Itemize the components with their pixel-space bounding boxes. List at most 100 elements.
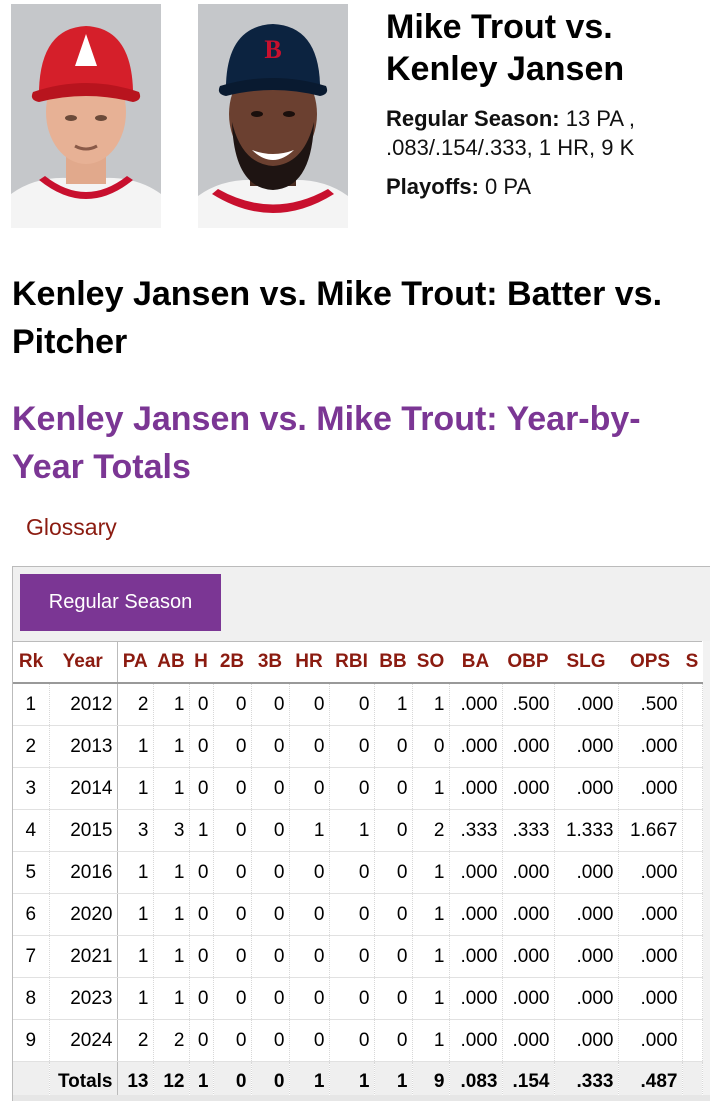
table-cell-2b: 0 (213, 936, 251, 978)
table-cell-so: 1 (412, 852, 449, 894)
column-header-pa[interactable]: PA (117, 642, 153, 684)
table-cell-hr: 0 (289, 1020, 329, 1062)
table-cell-so: 1 (412, 683, 449, 726)
column-header-year[interactable]: Year (49, 642, 117, 684)
table-cell-h: 1 (189, 810, 213, 852)
matchup-summary: Mike Trout vs. Kenley Jansen Regular Sea… (386, 6, 706, 201)
table-cell-rbi: 0 (329, 726, 374, 768)
table-cell-ba: .000 (449, 683, 502, 726)
table-cell-year[interactable]: 2021 (49, 936, 117, 978)
pitcher-headshot-image: B (198, 4, 348, 228)
table-cell-3b: 0 (251, 894, 289, 936)
table-cell-pa: 1 (117, 852, 153, 894)
table-cell-slg: .000 (554, 726, 618, 768)
table-cell-rk: 3 (13, 768, 49, 810)
table-cell-rbi: 0 (329, 683, 374, 726)
table-cell-pa: 2 (117, 1020, 153, 1062)
column-header-hr[interactable]: HR (289, 642, 329, 684)
table-cell-bb: 1 (374, 683, 412, 726)
table-cell-pa: 3 (117, 810, 153, 852)
column-header-2b[interactable]: 2B (213, 642, 251, 684)
table-cell-rk: 8 (13, 978, 49, 1020)
table-cell-pa: 1 (117, 768, 153, 810)
table-cell-hr: 0 (289, 894, 329, 936)
table-cell-obp: .000 (502, 978, 554, 1020)
table-cell-hr: 0 (289, 683, 329, 726)
table-cell-s (682, 768, 702, 810)
table-cell-bb: 0 (374, 726, 412, 768)
table-cell-ops: .000 (618, 726, 682, 768)
table-cell-ab: 1 (153, 978, 189, 1020)
table-cell-obp: .000 (502, 726, 554, 768)
column-header-bb[interactable]: BB (374, 642, 412, 684)
table-cell-year[interactable]: 2012 (49, 683, 117, 726)
table-cell-ab: 3 (153, 810, 189, 852)
table-cell-2b: 0 (213, 768, 251, 810)
column-header-ab[interactable]: AB (153, 642, 189, 684)
table-cell-bb: 0 (374, 810, 412, 852)
table-cell-year[interactable]: 2013 (49, 726, 117, 768)
table-cell-s (682, 936, 702, 978)
column-header-s[interactable]: S (682, 642, 702, 684)
table-cell-obp: .000 (502, 1020, 554, 1062)
table-cell-3b: 0 (251, 726, 289, 768)
column-header-rbi[interactable]: RBI (329, 642, 374, 684)
horizontal-scrollbar[interactable] (13, 1095, 710, 1101)
table-cell-year[interactable]: 2014 (49, 768, 117, 810)
column-header-rk[interactable]: Rk (13, 642, 49, 684)
table-cell-rbi: 0 (329, 978, 374, 1020)
table-cell-rbi: 1 (329, 810, 374, 852)
playoffs-line: Playoffs: 0 PA (386, 172, 706, 201)
table-cell-rk: 7 (13, 936, 49, 978)
table-cell-slg: 1.333 (554, 810, 618, 852)
column-header-h[interactable]: H (189, 642, 213, 684)
table-cell-slg: .000 (554, 936, 618, 978)
column-header-slg[interactable]: SLG (554, 642, 618, 684)
table-cell-so: 1 (412, 1020, 449, 1062)
table-cell-year[interactable]: 2023 (49, 978, 117, 1020)
table-cell-2b: 0 (213, 810, 251, 852)
regular-season-line: Regular Season: 13 PA , .083/.154/.333, … (386, 104, 706, 162)
table-cell-s (682, 810, 702, 852)
table-cell-h: 0 (189, 726, 213, 768)
table-cell-s (682, 894, 702, 936)
table-cell-year[interactable]: 2020 (49, 894, 117, 936)
table-cell-3b: 0 (251, 810, 289, 852)
column-header-ba[interactable]: BA (449, 642, 502, 684)
playoffs-value: 0 PA (479, 174, 531, 199)
table-cell-hr: 0 (289, 936, 329, 978)
table-cell-rbi: 0 (329, 936, 374, 978)
table-cell-2b: 0 (213, 894, 251, 936)
table-cell-year[interactable]: 2015 (49, 810, 117, 852)
table-cell-so: 1 (412, 768, 449, 810)
table-cell-ab: 1 (153, 768, 189, 810)
table-cell-rk: 1 (13, 683, 49, 726)
column-header-3b[interactable]: 3B (251, 642, 289, 684)
glossary-link[interactable]: Glossary (26, 514, 117, 541)
column-header-so[interactable]: SO (412, 642, 449, 684)
column-header-obp[interactable]: OBP (502, 642, 554, 684)
table-cell-ops: .000 (618, 1020, 682, 1062)
table-cell-rbi: 0 (329, 894, 374, 936)
table-cell-rk: 2 (13, 726, 49, 768)
table-cell-s (682, 726, 702, 768)
table-cell-2b: 0 (213, 726, 251, 768)
table-cell-so: 1 (412, 894, 449, 936)
svg-text:A: A (77, 44, 95, 70)
table-cell-h: 0 (189, 894, 213, 936)
tab-regular-season[interactable]: Regular Season (20, 574, 221, 631)
table-cell-so: 2 (412, 810, 449, 852)
table-cell-ba: .000 (449, 936, 502, 978)
table-cell-year[interactable]: 2016 (49, 852, 117, 894)
column-header-ops[interactable]: OPS (618, 642, 682, 684)
table-cell-ba: .000 (449, 1020, 502, 1062)
table-cell-rk: 4 (13, 810, 49, 852)
table-cell-pa: 2 (117, 683, 153, 726)
table-cell-hr: 0 (289, 768, 329, 810)
table-cell-year[interactable]: 2024 (49, 1020, 117, 1062)
